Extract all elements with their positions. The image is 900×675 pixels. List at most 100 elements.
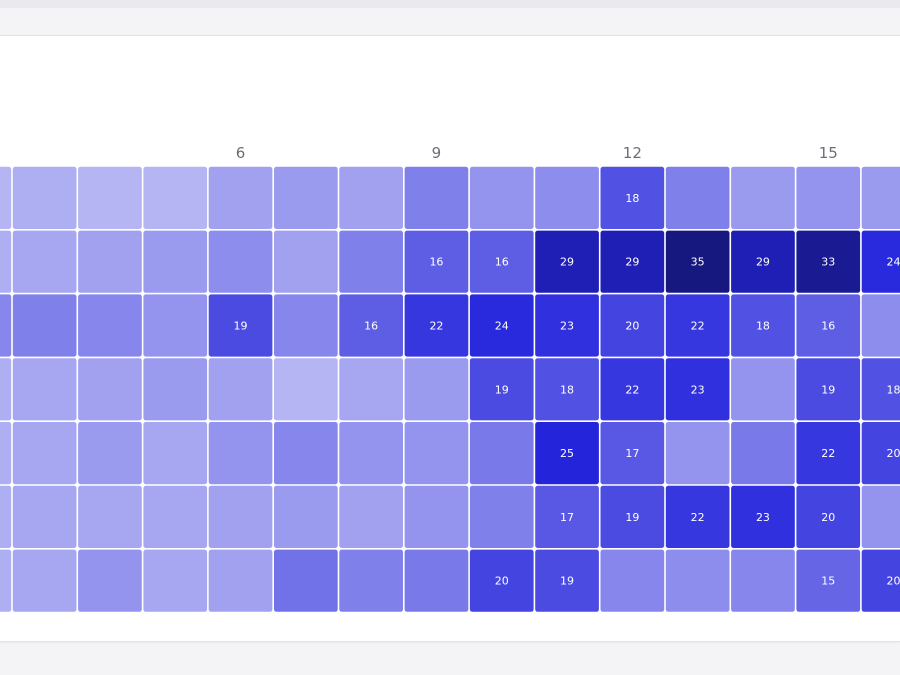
heatmap-cell xyxy=(665,549,730,612)
heatmap-cell xyxy=(404,166,469,229)
cell-value-label: 22 xyxy=(691,511,705,524)
heatmap-cell xyxy=(12,358,77,421)
cell-value-label: 19 xyxy=(560,575,574,588)
heatmap-cell xyxy=(339,230,403,293)
heatmap-cell xyxy=(731,230,795,293)
heatmap-cell xyxy=(861,230,900,293)
heatmap-cell xyxy=(469,485,534,548)
x-tick-label: 15 xyxy=(819,144,838,162)
heatmap-cell xyxy=(600,422,665,485)
heatmap-cell xyxy=(143,422,208,485)
heatmap-cell xyxy=(143,230,208,293)
heatmap-cell xyxy=(796,166,861,229)
cell-value-label: 18 xyxy=(560,383,574,396)
heatmap-cell xyxy=(469,549,534,612)
cell-value-label: 22 xyxy=(429,320,443,333)
heatmap-cell xyxy=(665,230,730,293)
heatmap-cell xyxy=(78,358,142,421)
heatmap-cell xyxy=(208,166,273,229)
heatmap-cell xyxy=(12,485,77,548)
cell-value-label: 33 xyxy=(821,256,835,269)
heatmap-cell xyxy=(339,422,403,485)
heatmap-cell xyxy=(143,166,208,229)
cell-value-label: 19 xyxy=(495,383,509,396)
heatmap-cell xyxy=(404,485,469,548)
heatmap-cell xyxy=(78,294,142,357)
heatmap-cell xyxy=(665,166,730,229)
heatmap-cell xyxy=(469,422,534,485)
cell-value-label: 24 xyxy=(495,320,509,333)
cell-value-label: 16 xyxy=(821,320,835,333)
heatmap-cell xyxy=(78,549,142,612)
heatmap-cell xyxy=(731,549,795,612)
heatmap-cell xyxy=(78,166,142,229)
heatmap-cell xyxy=(535,294,599,357)
heatmap-cell xyxy=(665,358,730,421)
x-tick-label: 12 xyxy=(623,144,642,162)
heatmap-cell xyxy=(861,358,900,421)
cell-value-label: 29 xyxy=(560,256,574,269)
heatmap-cell xyxy=(12,166,77,229)
heatmap-cell xyxy=(274,358,338,421)
heatmap-cell xyxy=(404,294,469,357)
heatmap-cell xyxy=(731,485,795,548)
heatmap-cell xyxy=(731,422,795,485)
cell-value-label: 20 xyxy=(625,320,639,333)
heatmap-cell xyxy=(274,485,338,548)
heatmap-cell xyxy=(796,549,861,612)
heatmap-cell xyxy=(208,485,273,548)
cell-value-label: 19 xyxy=(625,511,639,524)
heatmap-cell xyxy=(208,230,273,293)
heatmap-cell xyxy=(796,485,861,548)
cell-value-label: 17 xyxy=(625,447,639,460)
heatmap-cell xyxy=(469,230,534,293)
heatmap-cell xyxy=(339,549,403,612)
heatmap-cell xyxy=(274,166,338,229)
heatmap-cell xyxy=(143,485,208,548)
heatmap-cell xyxy=(339,358,403,421)
heatmap-cell xyxy=(600,358,665,421)
heatmap-cell xyxy=(404,422,469,485)
heatmap-cell xyxy=(796,358,861,421)
cell-value-label: 35 xyxy=(691,256,705,269)
cell-value-label: 16 xyxy=(495,256,509,269)
cell-value-label: 29 xyxy=(756,256,770,269)
heatmap-cell xyxy=(731,358,795,421)
heatmap-cell-cropped xyxy=(0,358,12,421)
heatmap-cell xyxy=(208,358,273,421)
heatmap-cell xyxy=(796,422,861,485)
cell-value-label: 18 xyxy=(625,192,639,205)
cell-value-label: 20 xyxy=(887,575,900,588)
cell-value-label: 23 xyxy=(560,320,574,333)
cell-value-label: 18 xyxy=(887,383,900,396)
heatmap-cell xyxy=(600,549,665,612)
heatmap-cell xyxy=(535,422,599,485)
heatmap-cell-cropped xyxy=(0,294,12,357)
cell-value-label: 22 xyxy=(821,447,835,460)
heatmap-cell xyxy=(469,358,534,421)
heatmap-cell xyxy=(861,422,900,485)
heatmap-cell-cropped xyxy=(0,422,12,485)
heatmap-cell xyxy=(208,549,273,612)
heatmap-cell xyxy=(208,294,273,357)
heatmap-cell xyxy=(78,230,142,293)
heatmap-cell xyxy=(796,230,861,293)
cell-value-label: 25 xyxy=(560,447,574,460)
heatmap-cell xyxy=(143,294,208,357)
cell-value-label: 22 xyxy=(691,320,705,333)
heatmap-cell xyxy=(78,485,142,548)
heatmap-cell xyxy=(274,230,338,293)
heatmap-cell xyxy=(78,422,142,485)
heatmap-cell xyxy=(535,230,599,293)
cell-value-label: 22 xyxy=(625,383,639,396)
cell-value-label: 15 xyxy=(821,575,835,588)
cell-value-label: 20 xyxy=(495,575,509,588)
x-tick-label: 9 xyxy=(432,144,442,162)
heatmap-cell xyxy=(535,166,599,229)
heatmap-cell xyxy=(12,230,77,293)
heatmap-cell xyxy=(861,485,900,548)
cell-value-label: 16 xyxy=(429,256,443,269)
heatmap-cell-cropped xyxy=(0,230,12,293)
heatmap-cell xyxy=(404,358,469,421)
heatmap-cell xyxy=(12,294,77,357)
